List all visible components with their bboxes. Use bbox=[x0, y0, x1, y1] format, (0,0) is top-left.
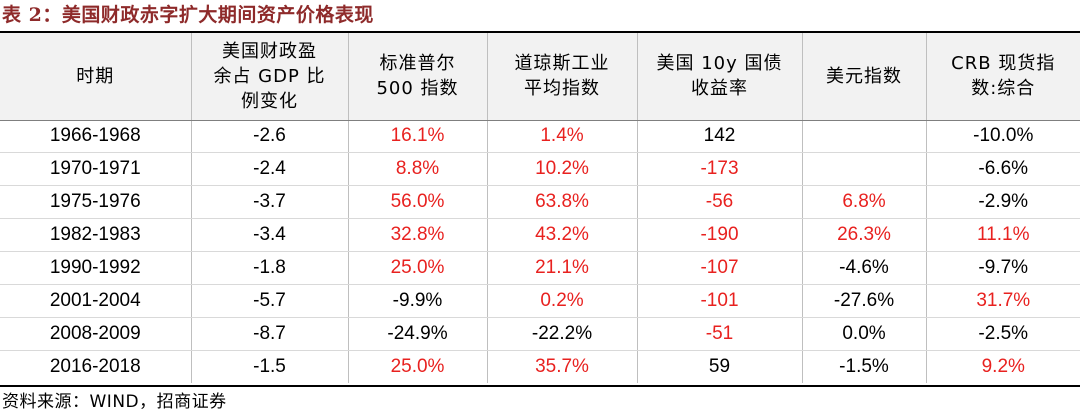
deficit-gdp-cell: -1.5 bbox=[190, 350, 348, 384]
header-line: 美国 10y 国债 bbox=[656, 53, 783, 75]
deficit-gdp-cell: -1.8 bbox=[190, 251, 348, 285]
ust10y-yield-cell: 142 bbox=[636, 120, 802, 154]
table-row: 1966-1968 -2.6 16.1% 1.4% 142 -10.0% bbox=[0, 120, 1080, 154]
sp500-cell: 56.0% bbox=[347, 185, 487, 220]
period-cell: 2016-2018 bbox=[49, 355, 141, 377]
crb-index-cell: 9.2% bbox=[925, 350, 1080, 384]
ust10y-yield-cell: -173 bbox=[636, 152, 802, 187]
period-cell: 1975-1976 bbox=[0, 185, 191, 220]
ust10y-yield-cell: -51 bbox=[636, 317, 802, 351]
header-crb-index: CRB 现货指 数:综合 bbox=[925, 33, 1080, 121]
table-body: 1966-1968 -2.6 16.1% 1.4% 142 -10.0% 1970-1971… bbox=[0, 120, 1080, 384]
usd-index-cell: 6.8% bbox=[801, 185, 926, 220]
dow-jones-cell: 0.2% bbox=[486, 284, 637, 318]
usd-index-cell: -4.6% bbox=[801, 251, 926, 285]
sp500-cell: -24.9% bbox=[347, 317, 487, 351]
header-period: 时期 bbox=[0, 33, 191, 121]
table-row: 2016-2018 -1.5 25.0% 35.7% 59 -1.5% 9.2% bbox=[0, 350, 1080, 384]
ust10y-yield-cell: -190 bbox=[636, 218, 802, 253]
header-line: 余占 GDP 比 bbox=[213, 65, 326, 87]
asset-performance-table: 时期 美国财政盈 余占 GDP 比例变化 标准普尔 500 指数 道琼斯工业 平均指数 美国 … bbox=[0, 33, 1080, 384]
crb-index-cell: -6.6% bbox=[925, 152, 1080, 187]
table-row: 1982-1983 -3.4 32.8% 43.2% -190 26.3% 11.1% bbox=[0, 218, 1080, 253]
deficit-gdp-cell: -5.7 bbox=[190, 284, 348, 318]
crb-index-cell: 11.1% bbox=[925, 218, 1080, 253]
ust10y-yield-cell: -101 bbox=[636, 284, 802, 318]
dow-jones-cell: 10.2% bbox=[486, 152, 637, 187]
dow-jones-cell: 35.7% bbox=[486, 350, 637, 384]
deficit-gdp-cell: -3.4 bbox=[190, 218, 348, 253]
usd-index-cell: 0.0% bbox=[801, 317, 926, 351]
period-cell: 1990-1992 bbox=[0, 251, 191, 285]
period-cell: 2001-2004 bbox=[0, 284, 191, 318]
title-rule bbox=[0, 31, 1080, 33]
header-line: CRB 现货指 bbox=[951, 53, 1056, 75]
period-cell: 1982-1983 bbox=[0, 218, 191, 253]
sp500-cell: 16.1% bbox=[347, 120, 487, 154]
period-cell: 1966-1968 bbox=[0, 120, 191, 154]
header-line: 收益率 bbox=[691, 78, 748, 100]
ust10y-yield-cell: -56 bbox=[636, 185, 802, 220]
table-title: 表 2：美国财政赤字扩大期间资产价格表现 bbox=[2, 4, 374, 26]
source-note: 资料来源：WIND，招商证券 bbox=[2, 392, 227, 412]
sp500-cell: 25.0% bbox=[347, 251, 487, 285]
sp500-cell: -9.9% bbox=[347, 284, 487, 318]
header-line: 标准普尔 bbox=[379, 53, 456, 75]
period-cell: 1970-1971 bbox=[0, 152, 191, 187]
ust10y-yield-cell: -107 bbox=[636, 251, 802, 285]
usd-index-cell: -1.5% bbox=[801, 350, 926, 384]
header-line: 时期 bbox=[76, 65, 115, 87]
sp500-cell: 8.8% bbox=[347, 152, 487, 187]
deficit-gdp-cell: -3.7 bbox=[190, 185, 348, 220]
table-row: 1990-1992 -1.8 25.0% 21.1% -107 -4.6% -9.7% bbox=[0, 251, 1080, 285]
crb-index-cell: -10.0% bbox=[925, 120, 1080, 154]
usd-index-cell: -27.6% bbox=[801, 284, 926, 318]
crb-index-cell: -9.7% bbox=[925, 251, 1080, 285]
deficit-gdp-cell: -2.6 bbox=[190, 120, 348, 154]
period-cell: 2008-2009 bbox=[0, 317, 191, 351]
crb-index-cell: -2.5% bbox=[925, 317, 1080, 351]
header-dow-jones: 道琼斯工业 平均指数 bbox=[486, 33, 637, 121]
header-line: 500 指数 bbox=[376, 78, 459, 100]
table-row: 1975-1976 -3.7 56.0% 63.8% -56 6.8% -2.9% bbox=[0, 185, 1080, 220]
sp500-cell: 25.0% bbox=[347, 350, 487, 384]
dow-jones-cell: 21.1% bbox=[486, 251, 637, 285]
deficit-gdp-cell: -8.7 bbox=[190, 317, 348, 351]
table-bottom-rule bbox=[0, 385, 1080, 387]
header-deficit-gdp: 美国财政盈余占 GDP 比例变化 bbox=[190, 33, 348, 121]
header-line: 数:综合 bbox=[971, 78, 1036, 100]
usd-index-cell: 26.3% bbox=[801, 218, 926, 253]
header-usd-index: 美元指数 bbox=[801, 33, 926, 121]
crb-index-cell: -2.9% bbox=[925, 185, 1080, 220]
deficit-gdp-cell: -2.4 bbox=[190, 152, 348, 187]
header-sp500: 标准普尔 500 指数 bbox=[347, 33, 487, 121]
sp500-cell: 32.8% bbox=[347, 218, 487, 253]
dow-jones-cell: 63.8% bbox=[486, 185, 637, 220]
table-header-row: 时期 美国财政盈 余占 GDP 比例变化 标准普尔 500 指数 道琼斯工业 平均指数 美国 … bbox=[0, 33, 1080, 121]
header-line: 例变化 bbox=[241, 90, 298, 112]
dow-jones-cell: 43.2% bbox=[486, 218, 637, 253]
usd-index-cell bbox=[801, 120, 926, 154]
dow-jones-cell: -22.2% bbox=[486, 317, 637, 351]
header-line: 平均指数 bbox=[524, 78, 600, 100]
header-ust10y-yield: 美国 10y 国债 收益率 bbox=[636, 33, 802, 121]
table-row: 2001-2004 -5.7 -9.9% 0.2% -101 -27.6% 31.7% bbox=[0, 284, 1080, 318]
table-row: 2008-2009 -8.7 -24.9% -22.2% -51 0.0% -2.5% bbox=[0, 317, 1080, 351]
crb-index-cell: 31.7% bbox=[925, 284, 1080, 318]
usd-index-cell bbox=[801, 152, 926, 187]
table-row: 1970-1971 -2.4 8.8% 10.2% -173 -6.6% bbox=[0, 152, 1080, 187]
dow-jones-cell: 1.4% bbox=[486, 120, 637, 154]
header-line: 道琼斯工业 bbox=[514, 53, 610, 75]
header-line: 美国财政盈 bbox=[222, 40, 317, 62]
header-line: 美元指数 bbox=[826, 65, 902, 87]
ust10y-yield-cell: 59 bbox=[636, 350, 802, 384]
